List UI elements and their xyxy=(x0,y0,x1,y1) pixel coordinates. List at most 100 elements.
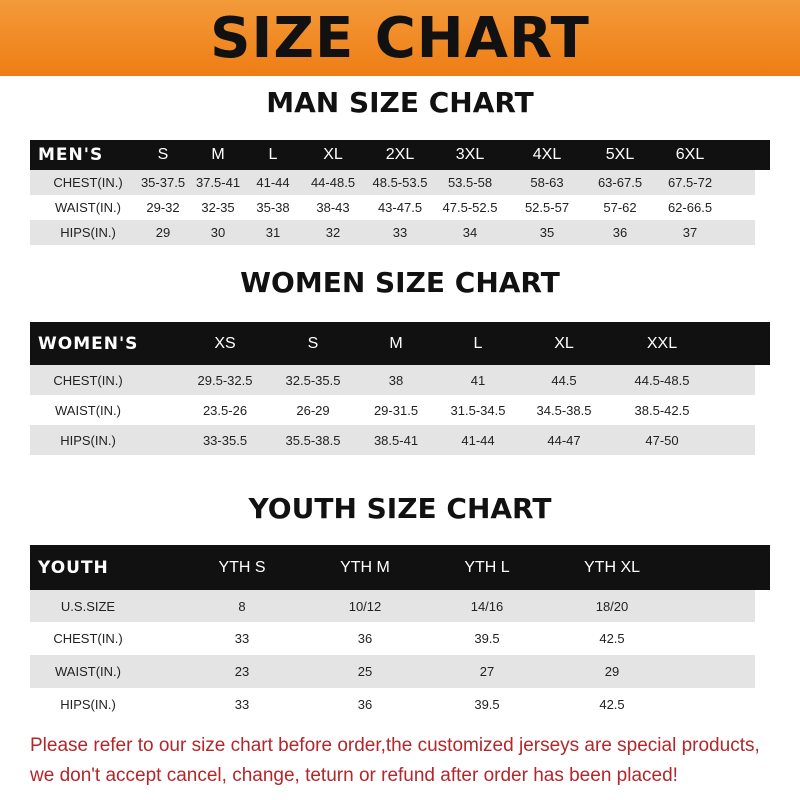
row-label: CHEST(IN.) xyxy=(53,175,123,190)
table-cell: 37.5-41 xyxy=(195,175,241,190)
table-cell: 32.5-35.5 xyxy=(285,372,341,388)
header-row: YOUTH YTH S YTH M YTH L YTH XL xyxy=(30,545,770,590)
table-cell: 33 xyxy=(392,225,408,240)
table-cell: 29 xyxy=(155,225,171,240)
table-cell: 33 xyxy=(234,696,250,712)
table-cell: 6XL xyxy=(675,146,705,163)
table-cell: 34.5-38.5 xyxy=(536,402,592,418)
table-cell: 33-35.5 xyxy=(202,432,248,448)
table-cell: 18/20 xyxy=(595,598,629,614)
table-cell: 35 xyxy=(539,225,555,240)
table-cell: YTH M xyxy=(340,558,390,576)
table-cell: 44-47 xyxy=(547,432,581,448)
table-row: WAIST(IN.) 29-32 32-35 35-38 38-43 43-47.5 47.… xyxy=(30,195,755,220)
table-cell: 2XL xyxy=(385,146,415,163)
table-cell: 48.5-53.5 xyxy=(372,175,428,190)
header-row: WOMEN'S XS S M L XL XXL xyxy=(30,322,770,365)
table-cell: 33 xyxy=(234,631,250,646)
table-cell: 41-44 xyxy=(461,432,495,448)
note-line-1: Please refer to our size chart before or… xyxy=(30,735,760,756)
table-cell: 63-67.5 xyxy=(597,175,643,190)
table-cell: 29-32 xyxy=(146,200,180,215)
table-cell: 36 xyxy=(357,696,373,712)
table-cell: 31 xyxy=(265,225,281,240)
row-label: WAIST(IN.) xyxy=(55,664,121,679)
table-cell: 44.5 xyxy=(551,372,577,388)
table-cell: 25 xyxy=(357,664,373,679)
table-cell: 23.5-26 xyxy=(202,402,248,418)
table-row: CHEST(IN.) 29.5-32.5 32.5-35.5 38 41 44.5 44.5… xyxy=(30,365,755,395)
table-cell: S xyxy=(307,334,319,352)
banner: SIZE CHART xyxy=(0,0,800,76)
table-row: HIPS(IN.) 29 30 31 32 33 34 35 36 37 xyxy=(30,220,755,245)
table-cell: 29 xyxy=(604,664,620,679)
table-cell: M xyxy=(211,146,225,163)
row-label: CHEST(IN.) xyxy=(53,631,123,646)
table-cell: 36 xyxy=(357,631,373,646)
table-row: WAIST(IN.) 23.5-26 26-29 29-31.5 31.5-34.5 34… xyxy=(30,395,755,425)
table-cell: YTH S xyxy=(218,558,266,576)
women-title: WOMEN SIZE CHART xyxy=(240,266,560,299)
table-cell: 8 xyxy=(238,598,246,614)
table-cell: 38.5-42.5 xyxy=(634,402,690,418)
table-cell: 67.5-72 xyxy=(667,175,713,190)
table-cell: 47-50 xyxy=(645,432,679,448)
row-label: MEN'S xyxy=(38,145,104,165)
row-label: WAIST(IN.) xyxy=(55,200,121,215)
table-row: CHEST(IN.) 33 36 39.5 42.5 xyxy=(30,622,755,655)
note-line-2: we don't accept cancel, change, teturn o… xyxy=(30,765,678,786)
table-cell: 52.5-57 xyxy=(524,200,570,215)
row-label: CHEST(IN.) xyxy=(53,372,123,388)
table-cell: YTH L xyxy=(464,558,510,576)
table-cell: 32 xyxy=(325,225,341,240)
table-cell: XL xyxy=(323,146,343,163)
table-row: WAIST(IN.) 23 25 27 29 xyxy=(30,655,755,688)
table-cell: M xyxy=(389,334,403,352)
row-label: WAIST(IN.) xyxy=(55,402,121,418)
table-cell: XXL xyxy=(646,334,678,352)
row-label: HIPS(IN.) xyxy=(60,432,116,448)
table-cell: 3XL xyxy=(455,146,485,163)
table-row: U.S.SIZE 8 10/12 14/16 18/20 xyxy=(30,590,755,622)
table-row: CHEST(IN.) 35-37.5 37.5-41 41-44 44-48.5 48.5… xyxy=(30,170,755,195)
table-cell: 37 xyxy=(682,225,698,240)
table-cell: 57-62 xyxy=(603,200,637,215)
table-cell: 38 xyxy=(388,372,404,388)
table-cell: 10/12 xyxy=(348,598,382,614)
table-cell: 58-63 xyxy=(530,175,564,190)
table-cell: L xyxy=(268,146,278,163)
table-cell: S xyxy=(157,146,169,163)
table-cell: 36 xyxy=(612,225,628,240)
table-cell: 41 xyxy=(470,372,486,388)
table-cell: 35-38 xyxy=(256,200,290,215)
table-cell: 32-35 xyxy=(201,200,235,215)
table-cell: 38.5-41 xyxy=(373,432,419,448)
table-cell: 38-43 xyxy=(316,200,350,215)
table-row: HIPS(IN.) 33-35.5 35.5-38.5 38.5-41 41-44 44-… xyxy=(30,425,755,455)
table-cell: 42.5 xyxy=(599,696,625,712)
header-row: MEN'S S M L XL 2XL 3XL 4XL 5XL 6XL xyxy=(30,140,770,170)
youth-title: YOUTH SIZE CHART xyxy=(248,492,552,525)
table-cell: 23 xyxy=(234,664,250,679)
banner-title: SIZE CHART xyxy=(210,5,590,71)
table-cell: 30 xyxy=(210,225,226,240)
row-label: WOMEN'S xyxy=(38,333,139,354)
table-cell: 43-47.5 xyxy=(377,200,423,215)
table-cell: 39.5 xyxy=(474,696,500,712)
table-cell: 5XL xyxy=(605,146,635,163)
table-cell: 47.5-52.5 xyxy=(442,200,498,215)
table-cell: 4XL xyxy=(532,146,562,163)
table-cell: 35-37.5 xyxy=(140,175,186,190)
row-label: YOUTH xyxy=(38,557,109,578)
table-cell: 39.5 xyxy=(474,631,500,646)
row-label: U.S.SIZE xyxy=(60,598,116,614)
table-cell: 26-29 xyxy=(296,402,330,418)
table-cell: L xyxy=(473,334,483,352)
table-cell: 53.5-58 xyxy=(447,175,493,190)
table-cell: XS xyxy=(214,334,236,352)
table-cell: 35.5-38.5 xyxy=(285,432,341,448)
table-row: HIPS(IN.) 33 36 39.5 42.5 xyxy=(30,688,755,720)
table-cell: 44-48.5 xyxy=(310,175,356,190)
table-cell: XL xyxy=(554,334,574,352)
table-cell: 14/16 xyxy=(470,598,504,614)
